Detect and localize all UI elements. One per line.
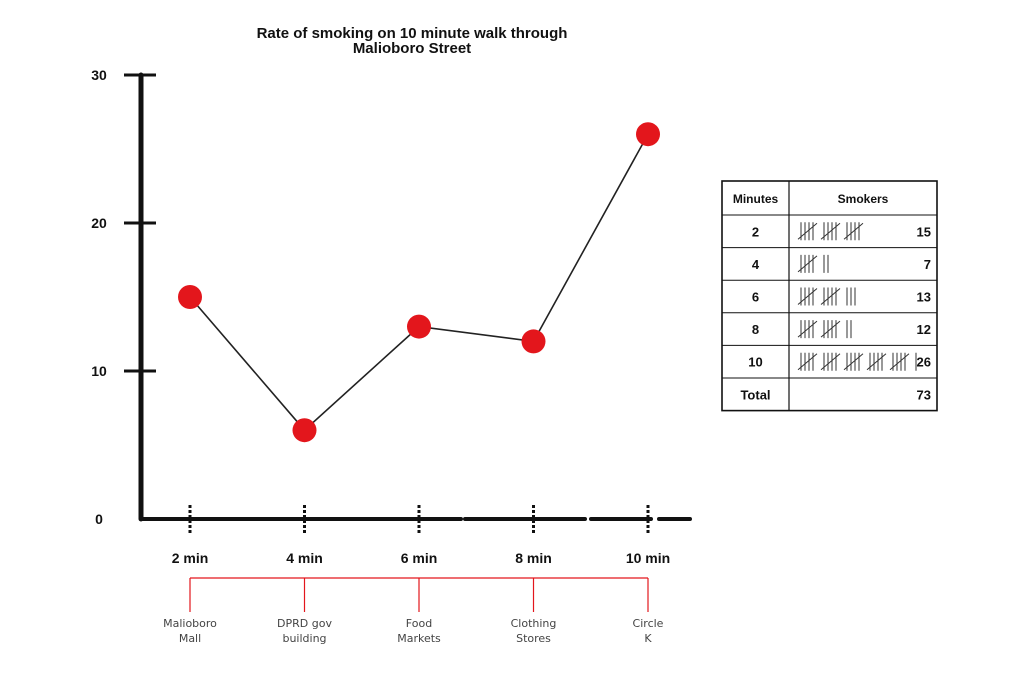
- tally-stroke: [797, 320, 818, 338]
- tally-stroke: [843, 353, 864, 371]
- location-label: Mall: [179, 632, 201, 645]
- y-tick-label: 0: [95, 511, 103, 527]
- tally-stroke: [797, 288, 818, 305]
- data-point: [292, 418, 317, 443]
- tally-stroke: [820, 353, 841, 371]
- axes: 0 10 20 30 2 min 4 min 6 min 8 min 10 min: [91, 67, 692, 566]
- x-tick-label: 8 min: [515, 550, 552, 566]
- tally-stroke: [889, 353, 910, 371]
- chart-title-line2: Malioboro Street: [353, 40, 471, 57]
- series-line: [178, 122, 660, 443]
- location-label: building: [282, 632, 326, 645]
- location-label: Stores: [516, 632, 551, 645]
- location-label: K: [644, 632, 652, 645]
- data-point: [636, 122, 660, 147]
- table-count-cell: 15: [917, 224, 931, 239]
- table-border: [721, 180, 938, 412]
- location-label: Malioboro: [163, 617, 217, 630]
- location-label: Clothing: [511, 617, 557, 630]
- tally-stroke: [797, 353, 818, 371]
- tally-stroke: [866, 353, 887, 371]
- table-count-cell: 26: [917, 355, 931, 370]
- table-count-cell: 7: [924, 257, 931, 272]
- location-label: Food: [406, 617, 432, 630]
- x-tick-label: 6 min: [401, 550, 438, 566]
- table-total-label: Total: [740, 387, 770, 402]
- tally-stroke: [843, 222, 864, 240]
- tally-stroke: [820, 320, 841, 338]
- y-tick-label: 10: [91, 363, 107, 379]
- data-point: [407, 314, 431, 339]
- tally-stroke: [820, 222, 841, 240]
- tally-stroke: [797, 255, 818, 273]
- y-tick-label: 20: [91, 215, 107, 231]
- table-total-value: 73: [917, 387, 931, 402]
- y-tick-label: 30: [91, 67, 107, 83]
- data-point: [521, 329, 546, 354]
- tally-stroke: [797, 222, 818, 240]
- location-bracket: Malioboro Mall DPRD gov building Food Markets…: [163, 577, 664, 645]
- series-polyline: [189, 133, 649, 432]
- table-count-cell: 12: [917, 322, 931, 337]
- tally-stroke: [820, 288, 841, 305]
- table-minutes-cell: 10: [748, 355, 762, 370]
- table-header-smokers: Smokers: [838, 192, 889, 206]
- x-tick-label: 4 min: [286, 550, 323, 566]
- location-label: Markets: [397, 632, 441, 645]
- table-count-cell: 13: [917, 290, 931, 305]
- table-minutes-cell: 6: [752, 290, 759, 305]
- x-tick-label: 10 min: [626, 550, 670, 566]
- chart-title: Rate of smoking on 10 minute walk throug…: [257, 25, 568, 42]
- x-tick-label: 2 min: [172, 550, 209, 566]
- tally-table: Minutes Smokers 2 15 4 7 6 13 8 12 10 26 Total 73: [721, 180, 938, 412]
- location-label: DPRD gov: [277, 617, 332, 630]
- location-label: Circle: [633, 617, 664, 630]
- table-minutes-cell: 2: [752, 224, 759, 239]
- data-point: [178, 285, 202, 309]
- table-minutes-cell: 4: [752, 257, 760, 272]
- table-minutes-cell: 8: [752, 322, 759, 337]
- table-header-minutes: Minutes: [733, 192, 779, 206]
